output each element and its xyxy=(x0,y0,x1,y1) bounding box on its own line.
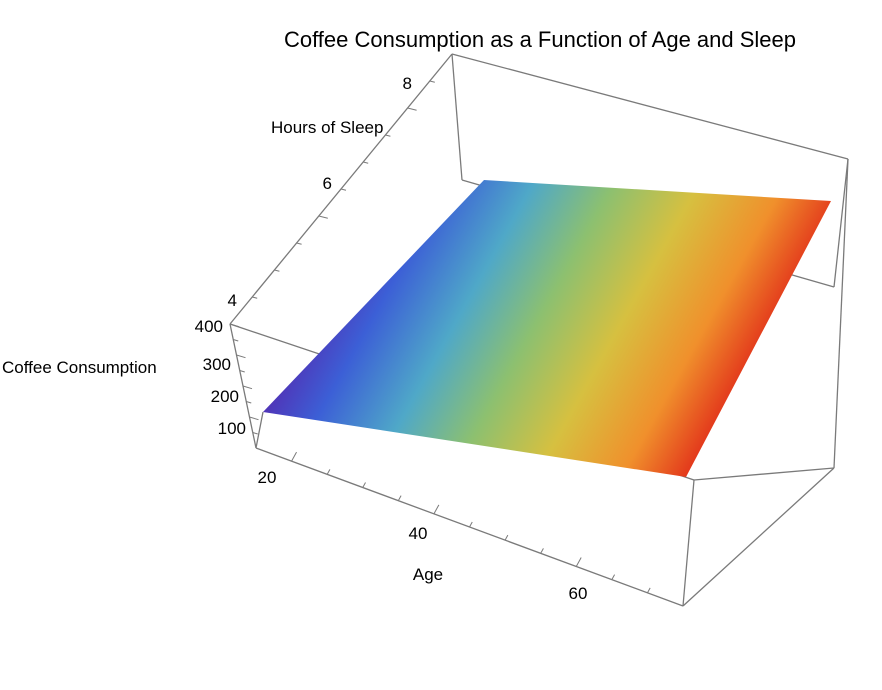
y-tick-label-8: 8 xyxy=(403,74,412,93)
z-tick-label-400: 400 xyxy=(195,317,223,336)
y-tick-mark xyxy=(296,242,302,245)
z-tick-label-300: 300 xyxy=(203,355,231,374)
chart-title: Coffee Consumption as a Function of Age … xyxy=(284,27,796,52)
z-tick-label-200: 200 xyxy=(211,387,239,406)
surface-plane xyxy=(263,180,831,477)
z-tick-mark xyxy=(242,385,253,390)
z-tick-label-100: 100 xyxy=(218,419,246,438)
z-tick-mark xyxy=(246,401,252,404)
tick-marks xyxy=(229,80,651,594)
x-tick-mark xyxy=(397,495,402,501)
box-edge-back-2 xyxy=(451,53,849,160)
y-axis-label: Hours of Sleep xyxy=(271,118,383,137)
x-tick-label-60: 60 xyxy=(569,584,588,603)
y-tick-mark xyxy=(274,269,280,272)
y-tick-mark xyxy=(340,188,347,191)
x-tick-mark xyxy=(326,469,331,475)
x-tick-mark xyxy=(291,451,297,462)
y-tick-label-6: 6 xyxy=(323,174,332,193)
x-tick-mark xyxy=(575,557,582,567)
y-tick-mark xyxy=(407,107,417,111)
box-edge-back-3 xyxy=(451,53,463,181)
x-tick-label-20: 20 xyxy=(258,468,277,487)
z-tick-mark xyxy=(252,432,258,435)
x-tick-mark xyxy=(433,504,440,515)
box-edge-front-6 xyxy=(255,411,264,449)
box-edge-back-7 xyxy=(833,158,849,288)
z-tick-mark xyxy=(229,323,240,328)
box-edge-front-2 xyxy=(693,467,835,481)
x-tick-mark xyxy=(611,574,616,580)
box-edge-front-3 xyxy=(682,479,695,607)
box-edge-front-1 xyxy=(833,158,849,469)
x-tick-mark xyxy=(362,482,366,488)
y-tick-mark xyxy=(318,215,328,219)
x-tick-mark xyxy=(504,534,509,541)
x-tick-mark xyxy=(646,587,651,594)
z-tick-mark xyxy=(236,354,246,359)
z-tick-mark xyxy=(239,370,245,373)
y-tick-mark xyxy=(429,80,435,83)
y-tick-mark xyxy=(363,161,369,164)
x-axis-label: Age xyxy=(413,565,443,584)
x-tick-mark xyxy=(469,521,473,528)
x-tick-label-40: 40 xyxy=(409,524,428,543)
y-tick-label-4: 4 xyxy=(228,291,237,310)
box-edge-front-4 xyxy=(682,467,835,607)
x-tick-mark xyxy=(540,548,544,554)
y-tick-mark xyxy=(385,134,391,137)
z-tick-mark xyxy=(233,339,239,342)
z-tick-mark xyxy=(249,416,259,421)
z-axis-label: Coffee Consumption xyxy=(2,358,157,377)
y-tick-mark xyxy=(252,296,258,299)
